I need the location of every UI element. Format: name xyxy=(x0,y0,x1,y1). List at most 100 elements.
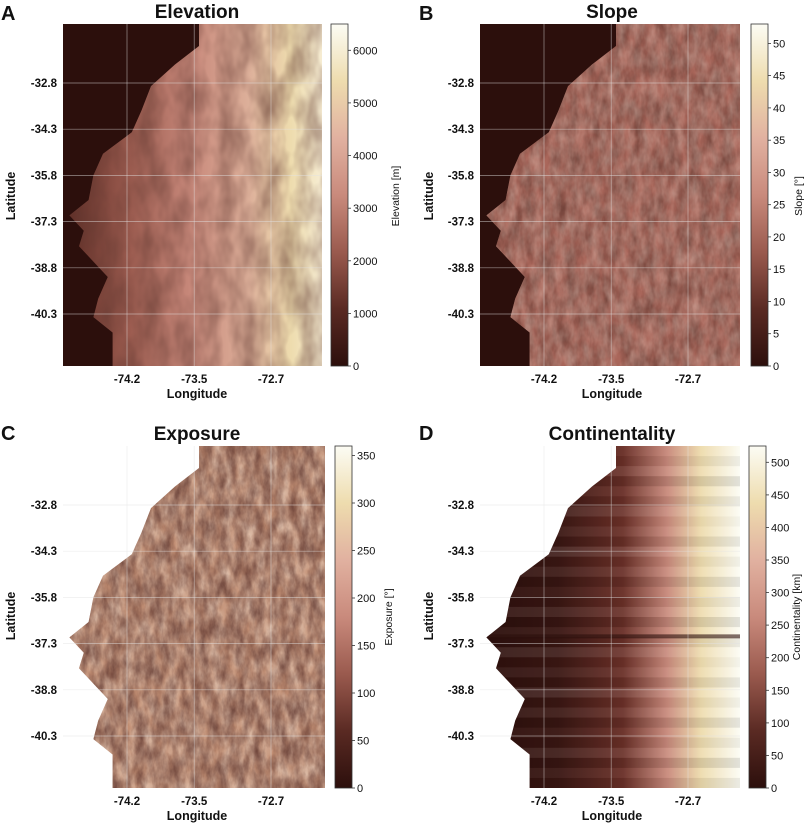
panel-elevation-marks: -74.2 -73.5 -72.7 -32.8 -34.3 -35.8 -37.3 -38.8… xyxy=(31,23,377,386)
x-tick-label: -73.5 xyxy=(598,374,625,386)
panel-slope-marks: -74.2 -73.5 -72.7 -32.8 -34.3 -35.8 -37.3 -38.8… xyxy=(448,23,785,386)
map-raster xyxy=(480,24,740,366)
colorbar-tick-label: 450 xyxy=(771,490,789,502)
colorbar-label: Continentality [km] xyxy=(791,574,803,660)
y-tick-label: -37.3 xyxy=(448,639,474,651)
colorbar-tick-label: 150 xyxy=(771,685,789,697)
colorbar-tick-label: 10 xyxy=(773,297,785,309)
map-raster xyxy=(480,446,740,788)
y-axis-title: Latitude xyxy=(4,172,18,221)
y-tick-label: -37.3 xyxy=(448,217,474,229)
x-tick-label: -73.5 xyxy=(598,796,625,808)
y-tick-label: -37.3 xyxy=(31,217,57,229)
panel-title: Exposure xyxy=(154,424,241,445)
y-axis-title: Latitude xyxy=(422,172,436,221)
colorbar-tick-label: 25 xyxy=(773,200,785,212)
panel-title: Slope xyxy=(586,2,638,23)
y-tick-label: -35.8 xyxy=(31,170,58,182)
x-tick-label: -72.7 xyxy=(675,796,701,808)
colorbar-tick-label: 300 xyxy=(771,588,789,600)
colorbar-tick-label: 300 xyxy=(357,498,375,510)
colorbar-tick-label: 30 xyxy=(773,167,785,179)
colorbar-tick-label: 20 xyxy=(773,232,785,244)
x-axis-title: Longitude xyxy=(167,809,227,823)
panel-title: Elevation xyxy=(155,2,239,23)
map-raster xyxy=(63,24,322,366)
colorbar xyxy=(330,23,349,367)
panel-exposure-marks: -74.2 -73.5 -72.7 -32.8 -34.3 -35.8 -37.3 -38.8… xyxy=(31,445,375,808)
panel-letter: A xyxy=(1,3,15,25)
panel-letter: B xyxy=(419,3,433,25)
y-tick-label: -32.8 xyxy=(31,500,58,512)
panel-exposure: C Exposure Longitude Latitude Exposure [… xyxy=(1,423,395,823)
colorbar-tick-label: 2000 xyxy=(353,256,377,268)
x-axis-title: Longitude xyxy=(167,387,227,401)
colorbar-tick-label: 35 xyxy=(773,135,785,147)
colorbar-label: Elevation [m] xyxy=(390,166,402,227)
colorbar-tick-label: 250 xyxy=(771,620,789,632)
y-tick-label: -32.8 xyxy=(448,500,475,512)
y-tick-label: -40.3 xyxy=(31,309,57,321)
x-tick-label: -72.7 xyxy=(258,796,284,808)
colorbar-tick-label: 1000 xyxy=(353,308,377,320)
x-tick-label: -74.2 xyxy=(114,796,140,808)
colorbar-tick-label: 5 xyxy=(773,329,779,341)
y-tick-label: -35.8 xyxy=(31,592,58,604)
chart-marks: -74.2 -73.5 -72.7 -32.8 -34.3 -35.8 -37.3 -38.8… xyxy=(31,23,789,808)
colorbar-tick-label: 4000 xyxy=(353,151,377,163)
y-tick-label: -35.8 xyxy=(448,170,475,182)
y-axis-title: Latitude xyxy=(4,592,18,641)
panel-continentality-marks: -74.2 -73.5 -72.7 -32.8 -34.3 -35.8 -37.3 -38.8… xyxy=(448,445,789,808)
colorbar-tick-label: 0 xyxy=(771,783,777,795)
panel-letter: D xyxy=(419,423,433,445)
colorbar-label: Slope [°] xyxy=(793,176,805,216)
land-area xyxy=(486,24,740,366)
colorbar-tick-label: 100 xyxy=(771,718,789,730)
colorbar-tick-label: 5000 xyxy=(353,98,377,110)
y-tick-label: -38.8 xyxy=(31,263,58,275)
colorbar-tick-label: 40 xyxy=(773,103,785,115)
colorbar-tick-label: 100 xyxy=(357,688,375,700)
y-tick-label: -40.3 xyxy=(448,309,474,321)
y-tick-label: -40.3 xyxy=(31,731,57,743)
colorbar-tick-label: 0 xyxy=(773,361,779,373)
colorbar-tick-label: 200 xyxy=(357,593,375,605)
colorbar-tick-label: 15 xyxy=(773,264,785,276)
y-tick-label: -34.3 xyxy=(31,546,57,558)
colorbar-tick-label: 500 xyxy=(771,457,789,469)
colorbar-tick-label: 3000 xyxy=(353,203,377,215)
colorbar xyxy=(748,445,767,789)
colorbar xyxy=(334,445,353,789)
colorbar-tick-label: 400 xyxy=(771,522,789,534)
y-tick-label: -34.3 xyxy=(448,124,474,136)
x-tick-label: -73.5 xyxy=(181,374,208,386)
y-tick-label: -38.8 xyxy=(448,263,475,275)
y-tick-label: -38.8 xyxy=(31,685,58,697)
y-tick-label: -38.8 xyxy=(448,685,475,697)
x-tick-label: -74.2 xyxy=(114,374,140,386)
x-tick-label: -73.5 xyxy=(181,796,208,808)
y-tick-label: -32.8 xyxy=(31,78,58,90)
y-axis-title: Latitude xyxy=(422,592,436,641)
y-tick-label: -40.3 xyxy=(448,731,474,743)
panel-elevation: A Elevation Longitude Latitude Elevation… xyxy=(1,2,402,401)
map-raster xyxy=(63,446,325,788)
colorbar xyxy=(750,23,769,367)
panel-slope: B Slope Longitude Latitude Slope [°] xyxy=(419,2,805,401)
colorbar-tick-label: 45 xyxy=(773,71,785,83)
y-tick-label: -32.8 xyxy=(448,78,475,90)
panel-letter: C xyxy=(1,423,15,445)
y-tick-label: -37.3 xyxy=(31,639,57,651)
y-tick-label: -34.3 xyxy=(31,124,57,136)
x-tick-label: -72.7 xyxy=(258,374,284,386)
colorbar-tick-label: 150 xyxy=(357,641,375,653)
colorbar-tick-label: 50 xyxy=(773,38,785,50)
x-axis-title: Longitude xyxy=(582,387,642,401)
colorbar-tick-label: 6000 xyxy=(353,45,377,57)
x-axis-title: Longitude xyxy=(582,809,642,823)
panel-title: Continentality xyxy=(549,424,676,445)
y-tick-label: -35.8 xyxy=(448,592,475,604)
colorbar-tick-label: 350 xyxy=(357,451,375,463)
colorbar-tick-label: 0 xyxy=(353,361,359,373)
